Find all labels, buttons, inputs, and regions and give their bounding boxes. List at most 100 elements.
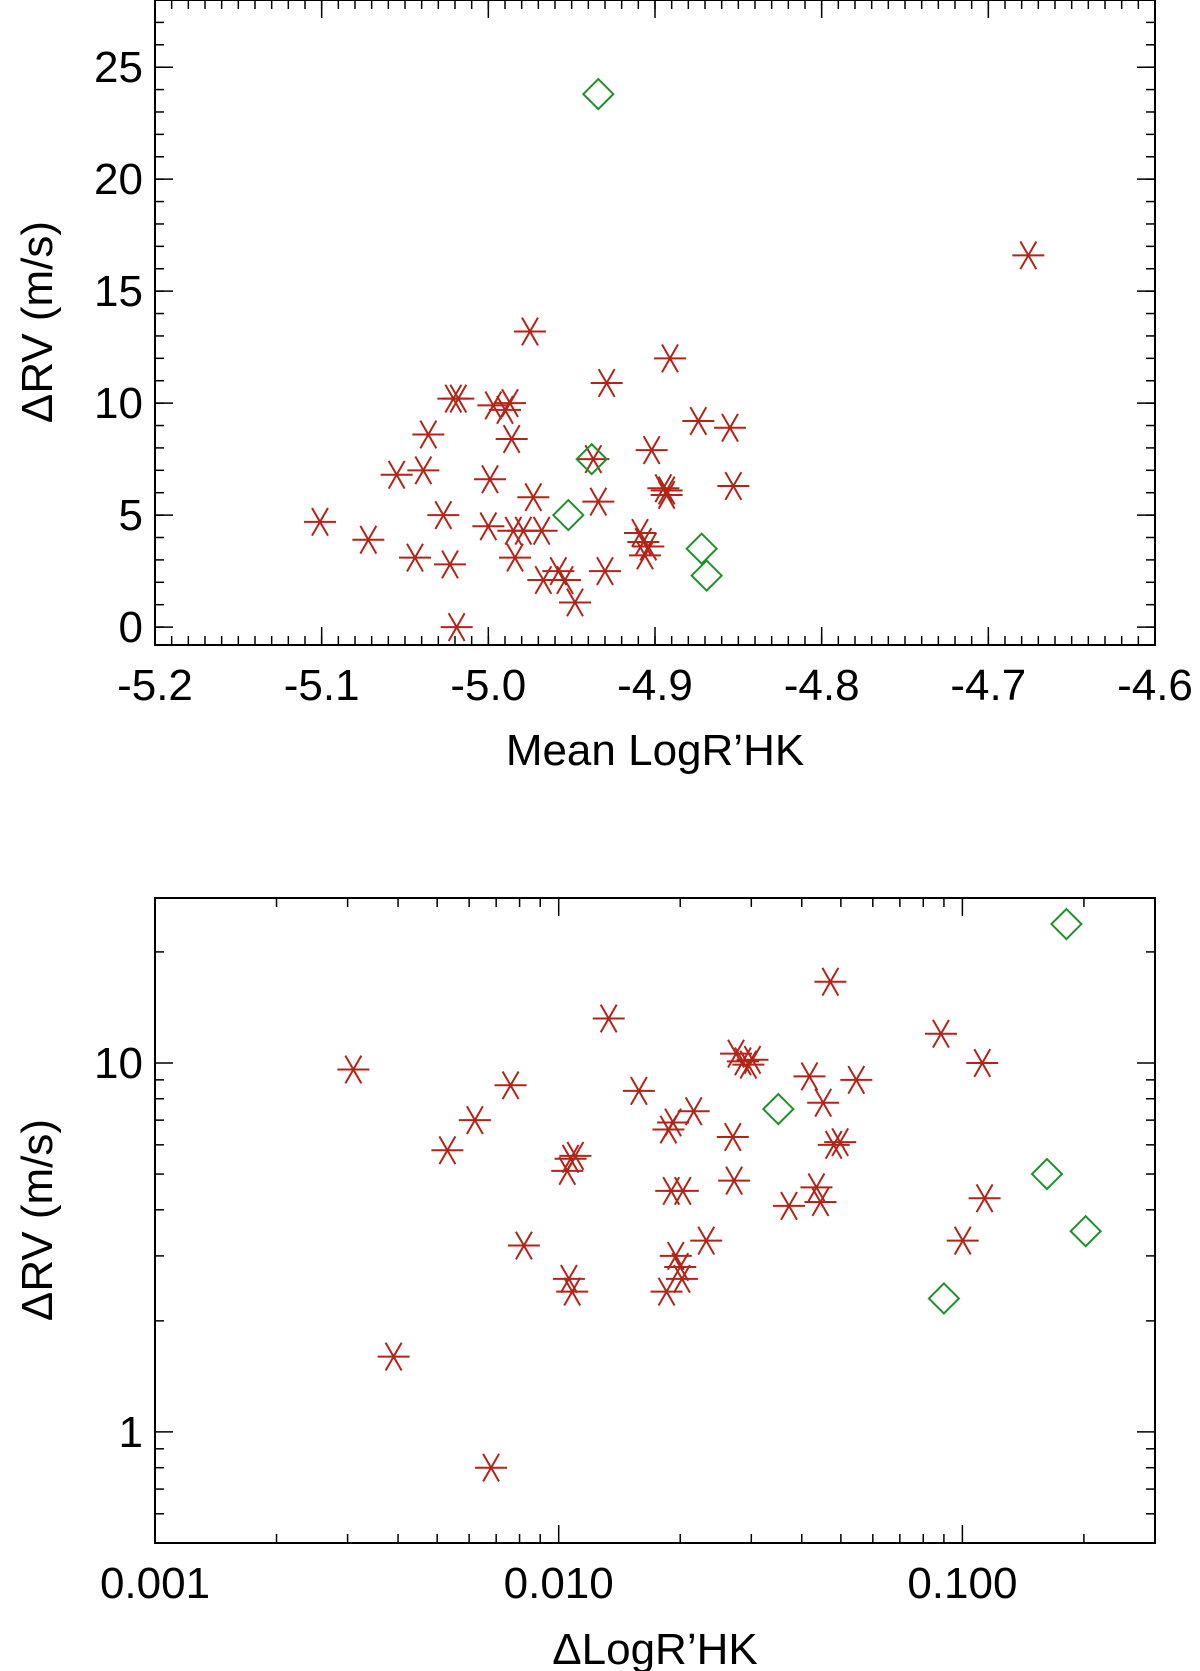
asterisk-data-point (650, 1277, 683, 1307)
asterisk-data-point (773, 1191, 806, 1221)
mean-logrhk-ticks (154, 0, 1156, 645)
mean-logrhk-x-axis-title: Mean LogR’HK (506, 726, 804, 775)
asterisk-data-point (690, 1226, 723, 1255)
delta-logrhk-x-axis-title: ΔLogR’HK (552, 1625, 757, 1671)
asterisk-data-point (440, 612, 473, 642)
delta-logrhk-panel: 0.001 0.010 0.100 1 10 ΔLogR’HK ΔRV (m/s) (13, 897, 1156, 1671)
asterisk-data-point (817, 1130, 850, 1160)
diamond-data-point (1069, 1214, 1103, 1248)
mean-logrhk-x-tick-label: -4.7 (950, 661, 1026, 710)
asterisk-data-point (507, 1231, 540, 1260)
delta-logrhk-plot-frame (154, 897, 1156, 1544)
asterisk-data-point (582, 487, 615, 517)
asterisk-data-point (380, 460, 413, 490)
asterisk-data-point (495, 424, 528, 454)
asterisk-data-point (946, 1226, 979, 1255)
mean-logrhk-y-tick-label: 15 (94, 267, 143, 316)
mean-logrhk-tick-labels: -5.2 -5.1 -5.0 -4.9 -4.8 -4.7 -4.6 0 5 10 15 20 25 (94, 43, 1193, 710)
asterisk-data-point (814, 967, 847, 997)
delta-logrhk-x-tick-label: 0.001 (100, 1559, 210, 1608)
asterisk-data-point (968, 1183, 1001, 1213)
asterisk-data-point (517, 482, 550, 512)
asterisk-data-point (650, 476, 683, 505)
asterisk-data-point (627, 527, 660, 557)
asterisk-data-point (717, 471, 750, 501)
diamond-data-point (685, 532, 719, 566)
asterisk-data-point (589, 556, 621, 586)
asterisk-data-point (337, 1055, 370, 1084)
asterisk-data-point (682, 406, 715, 436)
asterisk-data-point (718, 1166, 751, 1195)
asterisk-data-point (632, 532, 665, 561)
asterisk-data-point (622, 1076, 655, 1106)
asterisk-data-point (477, 391, 510, 420)
asterisk-data-point (554, 1144, 587, 1174)
asterisk-data-point (525, 516, 558, 546)
asterisk-data-point (635, 435, 668, 465)
mean-logrhk-y-tick-label: 20 (94, 155, 143, 204)
mean-logrhk-y-tick-label: 10 (94, 379, 143, 428)
asterisk-data-point (590, 368, 623, 398)
asterisk-data-point (664, 1252, 697, 1282)
delta-logrhk-ticks (154, 898, 1155, 1544)
asterisk-data-point (494, 388, 526, 418)
asterisk-data-point (840, 1065, 873, 1095)
asterisk-data-point (666, 1176, 699, 1206)
delta-logrhk-x-tick-label: 0.100 (907, 1559, 1017, 1608)
mean-logrhk-x-tick-label: -4.9 (617, 661, 693, 710)
asterisk-data-point (499, 543, 531, 573)
asterisk-data-point (549, 565, 581, 595)
mean-logrhk-x-tick-label: -4.8 (784, 661, 860, 710)
delta-logrhk-tick-labels: 0.001 0.010 0.100 1 10 (94, 1039, 1017, 1608)
asterisk-data-point (475, 1453, 508, 1483)
asterisk-data-point (442, 384, 475, 414)
asterisk-data-point (677, 1096, 710, 1126)
asterisk-data-point (665, 1264, 698, 1294)
mean-logrhk-y-tick-label: 25 (94, 43, 143, 92)
asterisk-data-point (431, 1135, 464, 1165)
delta-logrhk-data-points (337, 907, 1103, 1483)
asterisk-data-point (407, 455, 440, 485)
asterisk-data-point (474, 464, 506, 494)
asterisk-data-point (824, 1127, 857, 1157)
mean-logrhk-x-tick-label: -5.2 (117, 661, 193, 710)
asterisk-data-point (924, 1019, 957, 1049)
diamond-data-point (1030, 1157, 1064, 1191)
asterisk-data-point (559, 1141, 592, 1171)
asterisk-data-point (732, 1050, 765, 1079)
asterisk-data-point (399, 543, 431, 573)
asterisk-data-point (714, 413, 746, 443)
asterisk-data-point (377, 1342, 410, 1371)
diamond-data-point (551, 498, 585, 532)
diamond-data-point (761, 1092, 795, 1126)
delta-logrhk-y-tick-label: 1 (119, 1408, 143, 1457)
asterisk-data-point (427, 500, 460, 530)
delta-logrhk-x-tick-label: 0.010 (504, 1559, 614, 1608)
asterisk-data-point (592, 1004, 625, 1033)
asterisk-data-point (494, 1070, 527, 1100)
asterisk-data-point (434, 550, 466, 579)
diamond-data-point (575, 442, 609, 476)
asterisk-data-point (559, 588, 591, 617)
asterisk-data-point (514, 317, 546, 346)
asterisk-data-point (1012, 240, 1045, 270)
mean-logrhk-x-tick-label: -4.6 (1117, 661, 1193, 710)
mean-logrhk-x-tick-label: -5.1 (284, 661, 360, 710)
asterisk-data-point (804, 1187, 837, 1217)
asterisk-data-point (458, 1105, 491, 1135)
asterisk-data-point (352, 525, 385, 555)
asterisk-data-point (650, 480, 683, 510)
diamond-data-point (1049, 907, 1083, 941)
diamond-data-point (690, 559, 724, 592)
asterisk-data-point (472, 511, 505, 541)
mean-logrhk-x-tick-label: -5.0 (450, 661, 526, 710)
diamond-data-point (581, 77, 615, 111)
asterisk-data-point (800, 1173, 833, 1202)
asterisk-data-point (657, 1108, 690, 1137)
mean-logrhk-y-axis-title: ΔRV (m/s) (13, 221, 62, 423)
diamond-data-point (927, 1282, 961, 1315)
asterisk-data-point (736, 1045, 769, 1075)
asterisk-data-point (304, 507, 336, 537)
